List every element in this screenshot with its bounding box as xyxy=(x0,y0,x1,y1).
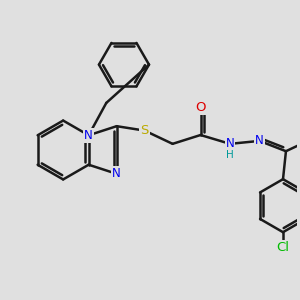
Text: N: N xyxy=(226,137,234,150)
Text: O: O xyxy=(195,100,206,113)
Text: N: N xyxy=(112,167,121,180)
Text: S: S xyxy=(140,124,149,137)
Text: H: H xyxy=(226,150,234,160)
Text: N: N xyxy=(255,134,264,147)
Text: N: N xyxy=(84,129,93,142)
Text: Cl: Cl xyxy=(277,241,290,254)
